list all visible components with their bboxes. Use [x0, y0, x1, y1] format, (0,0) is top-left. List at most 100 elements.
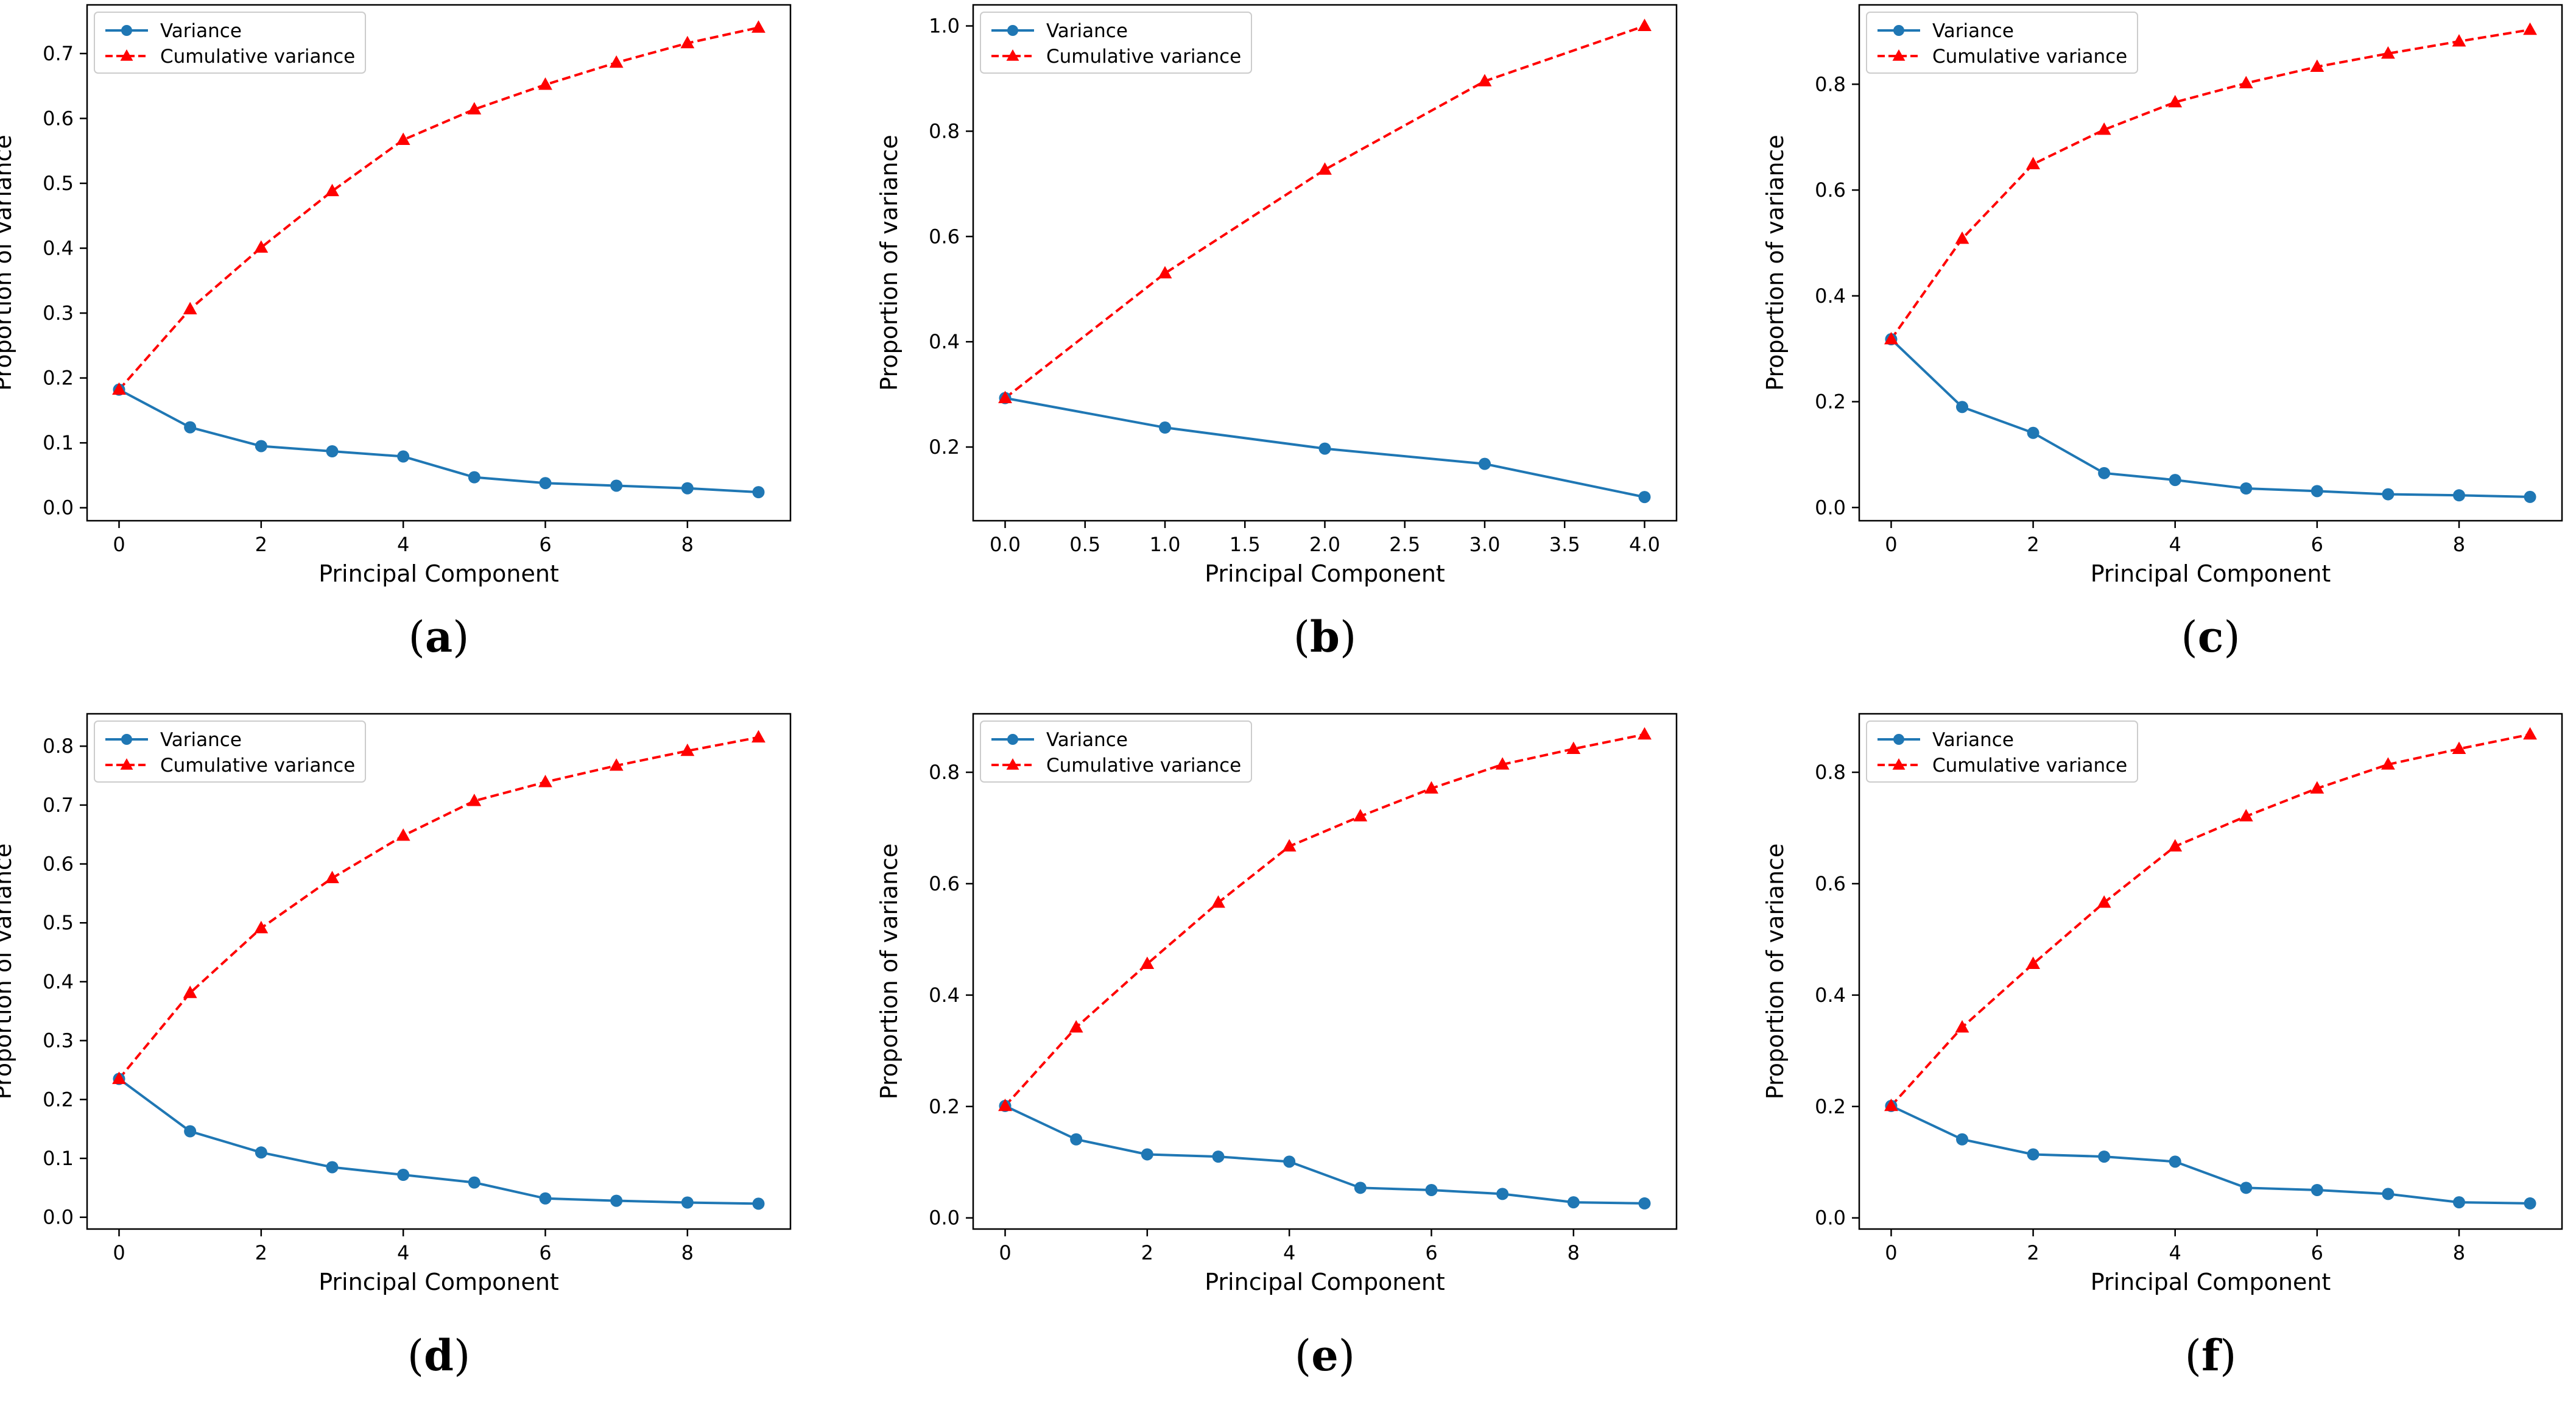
- cumulative-point: [2381, 46, 2395, 59]
- cumulative-point: [2168, 839, 2183, 852]
- cumulative-point: [1884, 332, 1898, 345]
- cumulative-point: [396, 132, 410, 146]
- y-tick-label: 0.8: [43, 734, 74, 758]
- y-tick-label: 0.2: [43, 1088, 74, 1111]
- legend-marker-cumulative: [120, 758, 133, 770]
- x-tick-label: 2: [255, 1241, 267, 1264]
- y-axis-label: Proportion of variance: [0, 844, 16, 1099]
- y-tick-label: 0.8: [929, 119, 960, 143]
- cumulative-point: [1318, 162, 1332, 175]
- series-line-cumulative: [1004, 733, 1645, 1107]
- legend-box: [1866, 720, 2138, 783]
- cumulative-point: [2239, 76, 2253, 88]
- cumulative-point: [1477, 74, 1492, 86]
- legend-box: [1866, 12, 2138, 74]
- variance-point: [1354, 1182, 1367, 1194]
- legend-marker-variance: [1007, 734, 1018, 745]
- cumulative-point: [2239, 809, 2253, 822]
- panel-label: (d): [407, 1330, 471, 1381]
- variance-point: [1159, 421, 1171, 434]
- variance-point: [2452, 489, 2465, 502]
- variance-point: [681, 482, 694, 495]
- cumulative-point: [325, 183, 339, 197]
- y-tick-label: 0.2: [1815, 1095, 1846, 1118]
- series-line-variance: [1890, 1105, 2530, 1205]
- y-tick-label: 0.0: [929, 1206, 960, 1230]
- y-tick-label: 0.6: [43, 853, 74, 876]
- y-tick-label: 0.5: [43, 911, 74, 934]
- legend-label-cumulative: Cumulative variance: [160, 755, 355, 777]
- cumulative-point: [2310, 781, 2324, 794]
- cumulative-point: [1495, 757, 1510, 770]
- legend-label-cumulative: Cumulative variance: [1932, 755, 2127, 777]
- legend-label-variance: Variance: [160, 729, 242, 751]
- x-tick-label: 2.5: [1389, 533, 1420, 556]
- y-tick-label: 0.1: [43, 1147, 74, 1170]
- series-line-variance: [118, 1077, 759, 1205]
- variance-point: [2169, 474, 2181, 487]
- y-tick-label: 0.2: [929, 1095, 960, 1118]
- axes-frame: [86, 4, 792, 522]
- y-tick-label: 0.8: [1815, 761, 1846, 784]
- variance-point: [1425, 1183, 1438, 1196]
- y-tick-label: 0.0: [1815, 496, 1846, 519]
- x-tick-label: 8: [681, 533, 694, 556]
- panel-label: (f): [2185, 1330, 2237, 1381]
- y-tick-label: 0.1: [43, 431, 74, 454]
- legend-label-variance: Variance: [1046, 729, 1128, 751]
- variance-point: [2027, 1148, 2039, 1161]
- variance-point: [1956, 1133, 1969, 1146]
- axes-frame: [972, 713, 1678, 1230]
- variance-point: [2524, 1197, 2536, 1210]
- legend-label-variance: Variance: [1932, 20, 2014, 42]
- cumulative-point: [2026, 956, 2040, 970]
- cumulative-point: [2097, 122, 2111, 135]
- subplot-d: 0 2 4 6 8 0.0 0.1 0.2 0.3 0.4 0.5 0.6 0.7 0.8 Principa…: [0, 713, 792, 1381]
- legend-box: [94, 12, 366, 74]
- variance-point: [539, 1192, 552, 1205]
- y-axis-label: Proportion of variance: [0, 135, 16, 390]
- x-tick-label: 0.0: [990, 533, 1021, 556]
- y-tick-label: 0.6: [1815, 178, 1846, 202]
- x-axis-label: Principal Component: [2091, 560, 2331, 587]
- cumulative-point: [1884, 1098, 1898, 1111]
- x-axis-label: Principal Component: [1205, 560, 1445, 587]
- legend-box: [980, 720, 1252, 783]
- cumulative-point: [751, 20, 765, 33]
- cumulative-point: [1282, 839, 1297, 852]
- y-tick-label: 0.8: [1815, 72, 1846, 96]
- variance-point: [1283, 1155, 1296, 1168]
- legend-marker-variance: [121, 734, 132, 745]
- x-tick-label: 6: [539, 1241, 551, 1264]
- legend: Variance Cumulative variance: [980, 720, 1252, 783]
- variance-point: [1318, 442, 1331, 455]
- cumulative-point: [538, 775, 552, 787]
- x-tick-label: 0: [113, 533, 125, 556]
- cumulative-point: [183, 985, 197, 998]
- x-tick-label: 0: [113, 1241, 125, 1264]
- x-tick-label: 2: [255, 533, 267, 556]
- variance-point: [2027, 426, 2039, 439]
- legend: Variance Cumulative variance: [980, 12, 1252, 74]
- panel-label: (a): [409, 611, 470, 662]
- y-tick-label: 0.4: [1815, 984, 1846, 1007]
- y-tick-label: 0.4: [43, 237, 74, 260]
- y-tick-label: 0.7: [43, 42, 74, 65]
- cumulative-point: [680, 35, 695, 49]
- x-axis-label: Principal Component: [318, 560, 559, 587]
- variance-point: [1638, 1197, 1651, 1210]
- cumulative-point: [254, 240, 269, 253]
- legend-marker-variance: [1893, 734, 1904, 745]
- y-axis-label: Proportion of variance: [876, 844, 903, 1099]
- x-tick-label: 8: [681, 1241, 694, 1264]
- x-tick-label: 8: [1568, 1241, 1580, 1264]
- series-line-cumulative: [1890, 28, 2530, 340]
- variance-point: [468, 471, 480, 484]
- variance-point: [255, 1146, 267, 1159]
- x-axis-label: Principal Component: [1205, 1269, 1445, 1295]
- cumulative-point: [609, 55, 624, 68]
- variance-point: [752, 1197, 765, 1210]
- cumulative-point: [2523, 22, 2537, 35]
- variance-point: [1567, 1196, 1580, 1209]
